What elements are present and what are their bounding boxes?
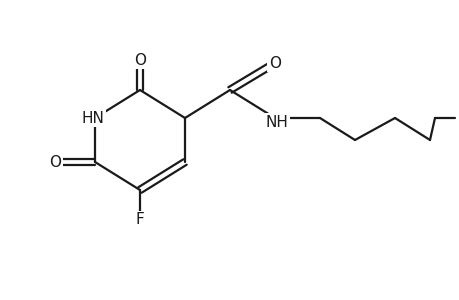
Text: O: O bbox=[49, 154, 61, 169]
Text: F: F bbox=[135, 212, 144, 227]
Text: HN: HN bbox=[81, 110, 104, 125]
Text: O: O bbox=[134, 52, 146, 68]
Text: NH: NH bbox=[265, 115, 288, 130]
Text: O: O bbox=[269, 56, 280, 70]
